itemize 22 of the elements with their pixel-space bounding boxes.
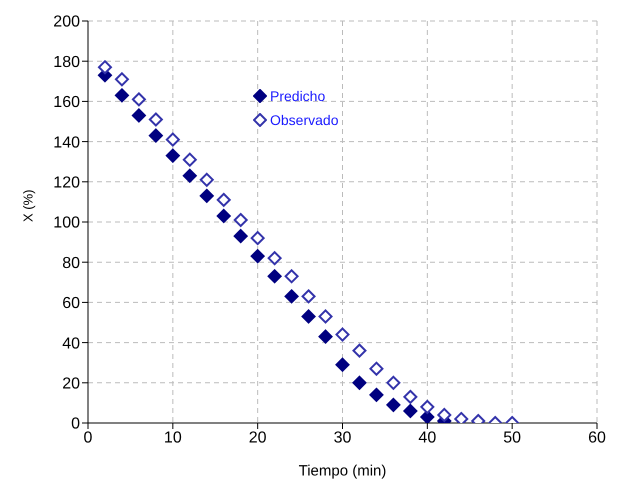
y-axis-title: X (%): [20, 190, 36, 222]
y-tick-label: 200: [53, 14, 80, 31]
legend-label: Observado: [270, 112, 338, 128]
x-tick-label: 50: [503, 429, 522, 446]
y-tick-label: 80: [62, 254, 80, 272]
legend-label: Predicho: [270, 88, 326, 104]
y-tick-label: 100: [53, 214, 80, 232]
y-tick-label: 180: [53, 54, 80, 71]
y-tick-label: 20: [62, 375, 80, 392]
y-tick-label: 0: [71, 416, 80, 433]
x-tick-label: 0: [84, 429, 93, 446]
x-tick-label: 10: [164, 429, 182, 446]
x-axis-title: Tiempo (min): [298, 462, 386, 480]
x-tick-label: 40: [418, 429, 436, 446]
x-tick-label: 30: [334, 429, 352, 446]
y-tick-label: 160: [53, 94, 80, 112]
y-tick-label: 40: [62, 335, 80, 352]
y-tick-label: 140: [53, 134, 80, 152]
y-tick-label: 60: [62, 295, 80, 312]
x-tick-label: 60: [588, 429, 606, 446]
x-tick-label: 20: [248, 429, 267, 446]
y-tick-label: 120: [53, 174, 80, 192]
